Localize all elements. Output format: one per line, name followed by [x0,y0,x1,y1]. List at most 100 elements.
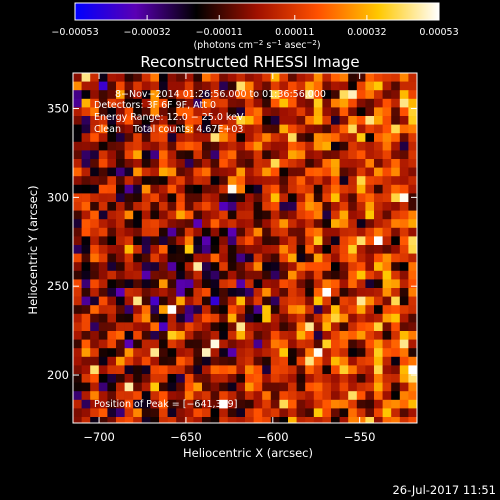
heatmap-cell [408,270,418,280]
heatmap-cell [245,227,254,237]
heatmap-cell [176,202,186,211]
heatmap-cell [270,245,280,254]
heatmap-cell [365,133,375,143]
heatmap-cell [90,98,100,108]
heatmap-cell [227,322,237,332]
heatmap-cell [193,90,203,100]
heatmap-cell [159,219,168,229]
heatmap-cell [141,417,151,424]
heatmap-cell [253,159,263,168]
heatmap-cell [296,141,306,151]
heatmap-cell [236,227,246,237]
heatmap-plot [73,73,418,424]
heatmap-cell [176,262,186,272]
heatmap-cell [374,81,383,91]
heatmap-cell [288,193,297,203]
heatmap-cell [339,391,349,401]
heatmap-cell [305,90,315,100]
heatmap-cell [98,124,108,134]
heatmap-cell [322,81,332,91]
heatmap-cell [262,133,272,143]
heatmap-cell [296,262,306,272]
heatmap-cell [313,391,323,401]
heatmap-cell [176,90,186,100]
heatmap-cell [159,339,168,349]
heatmap-cell [374,150,383,160]
heatmap-cell [374,73,383,82]
heatmap-cell [374,365,383,375]
heatmap-cell [245,262,254,272]
heatmap-cell [107,227,117,237]
heatmap-cell [219,159,229,168]
heatmap-cell [159,253,168,263]
heatmap-cell [365,219,375,229]
heatmap-cell [270,90,280,100]
heatmap-cell [90,408,100,418]
heatmap-cell [176,116,186,125]
heatmap-cell [245,107,254,117]
heatmap-cell [227,356,237,366]
heatmap-cell [374,305,383,315]
heatmap-cell [313,279,323,289]
heatmap-cell [382,107,392,117]
heatmap-cell [322,339,332,349]
heatmap-cell [408,322,418,332]
heatmap-cell [227,227,237,237]
heatmap-cell [98,365,108,375]
heatmap-cell [116,150,125,160]
heatmap-cell [133,262,143,272]
heatmap-cell [159,90,168,100]
heatmap-cell [279,73,289,82]
heatmap-cell [322,141,332,151]
heatmap-cell [356,348,366,358]
heatmap-cell [270,253,280,263]
heatmap-cell [150,73,160,82]
heatmap-cell [365,339,375,349]
heatmap-cell [184,391,194,401]
heatmap-cell [227,116,237,125]
heatmap-cell [81,193,91,203]
heatmap-cell [288,150,297,160]
heatmap-cell [193,133,203,143]
heatmap-cell [193,116,203,125]
heatmap-cell [408,116,418,125]
heatmap-cell [399,245,409,254]
heatmap-cell [219,176,229,186]
heatmap-cell [365,73,375,82]
heatmap-cell [90,270,100,280]
heatmap-cell [159,296,168,306]
heatmap-cell [313,219,323,229]
heatmap-cell [382,339,392,349]
heatmap-cell [331,98,340,108]
heatmap-cell [245,331,254,340]
heatmap-cell [305,382,315,392]
heatmap-cell [253,116,263,125]
heatmap-cell [253,382,263,392]
heatmap-cell [116,262,125,272]
heatmap-cell [245,417,254,424]
heatmap-cell [124,253,134,263]
heatmap-cell [288,253,297,263]
heatmap-cell [339,270,349,280]
heatmap-cell [382,253,392,263]
heatmap-cell [73,98,82,108]
heatmap-cell [98,236,108,246]
heatmap-cell [159,141,168,151]
heatmap-cell [116,210,125,220]
heatmap-cell [313,176,323,186]
heatmap-cell [98,391,108,401]
heatmap-cell [262,417,272,424]
heatmap-cell [322,374,332,383]
heatmap-cell [365,141,375,151]
heatmap-cell [193,107,203,117]
heatmap-cell [236,339,246,349]
heatmap-cell [408,167,418,177]
heatmap-cell [124,408,134,418]
heatmap-cell [322,279,332,289]
heatmap-cell [219,417,229,424]
heatmap-cell [98,296,108,306]
heatmap-cell [159,236,168,246]
heatmap-cell [313,116,323,125]
heatmap-cell [167,391,177,401]
heatmap-cell [408,262,418,272]
